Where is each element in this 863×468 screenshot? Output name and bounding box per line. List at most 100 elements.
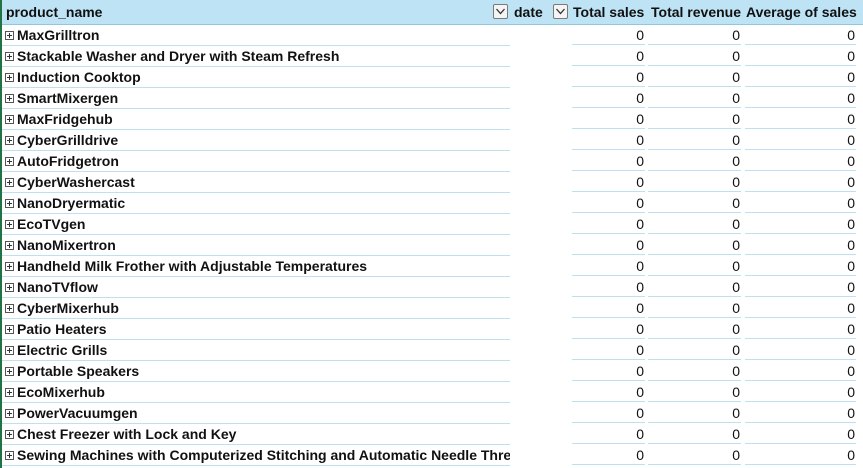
- total-sales-cell[interactable]: 0: [572, 256, 645, 276]
- total-revenue-cell[interactable]: 0: [648, 382, 741, 402]
- header-total-revenue[interactable]: Total revenue: [651, 4, 741, 20]
- total-revenue-cell[interactable]: 0: [648, 109, 741, 129]
- total-sales-cell[interactable]: 0: [572, 277, 645, 297]
- product-name-cell[interactable]: NanoMixertron: [0, 235, 510, 256]
- table-row[interactable]: EcoMixerhub 0 0 0: [0, 382, 863, 403]
- total-revenue-cell[interactable]: 0: [648, 130, 741, 150]
- expand-plus-icon[interactable]: [5, 114, 14, 124]
- date-cell[interactable]: [512, 361, 570, 381]
- date-cell[interactable]: [512, 340, 570, 360]
- average-of-sales-cell[interactable]: 0: [745, 403, 856, 423]
- expand-plus-icon[interactable]: [5, 135, 14, 145]
- average-of-sales-cell[interactable]: 0: [745, 46, 856, 66]
- date-cell[interactable]: [512, 319, 570, 339]
- expand-plus-icon[interactable]: [5, 93, 14, 103]
- table-row[interactable]: Electric Grills 0 0 0: [0, 340, 863, 361]
- average-of-sales-cell[interactable]: 0: [745, 214, 856, 234]
- expand-plus-icon[interactable]: [5, 429, 14, 439]
- total-revenue-cell[interactable]: 0: [648, 298, 741, 318]
- total-revenue-cell[interactable]: 0: [648, 256, 741, 276]
- table-row[interactable]: Handheld Milk Frother with Adjustable Te…: [0, 256, 863, 277]
- table-row[interactable]: Induction Cooktop 0 0 0: [0, 67, 863, 88]
- date-cell[interactable]: [512, 235, 570, 255]
- product-name-cell[interactable]: MaxFridgehub: [0, 109, 510, 130]
- total-revenue-cell[interactable]: 0: [648, 403, 741, 423]
- total-sales-cell[interactable]: 0: [572, 67, 645, 87]
- product-name-cell[interactable]: AutoFridgetron: [0, 151, 510, 172]
- average-of-sales-cell[interactable]: 0: [745, 361, 856, 381]
- product-name-cell[interactable]: EcoTVgen: [0, 214, 510, 235]
- date-cell[interactable]: [512, 25, 570, 45]
- header-total-sales[interactable]: Total sales: [573, 4, 645, 20]
- expand-plus-icon[interactable]: [5, 408, 14, 418]
- product-name-cell[interactable]: Patio Heaters: [0, 319, 510, 340]
- date-cell[interactable]: [512, 256, 570, 276]
- total-sales-cell[interactable]: 0: [572, 130, 645, 150]
- average-of-sales-cell[interactable]: 0: [745, 256, 856, 276]
- product-name-cell[interactable]: NanoDryermatic: [0, 193, 510, 214]
- total-sales-cell[interactable]: 0: [572, 445, 645, 465]
- table-row[interactable]: AutoFridgetron 0 0 0: [0, 151, 863, 172]
- date-cell[interactable]: [512, 298, 570, 318]
- table-row[interactable]: Patio Heaters 0 0 0: [0, 319, 863, 340]
- total-revenue-cell[interactable]: 0: [648, 214, 741, 234]
- total-revenue-cell[interactable]: 0: [648, 46, 741, 66]
- expand-plus-icon[interactable]: [5, 303, 14, 313]
- product-name-cell[interactable]: Electric Grills: [0, 340, 510, 361]
- average-of-sales-cell[interactable]: 0: [745, 130, 856, 150]
- expand-plus-icon[interactable]: [5, 324, 14, 334]
- table-row[interactable]: PowerVacuumgen 0 0 0: [0, 403, 863, 424]
- total-revenue-cell[interactable]: 0: [648, 424, 741, 444]
- average-of-sales-cell[interactable]: 0: [745, 277, 856, 297]
- product-name-cell[interactable]: Portable Speakers: [0, 361, 510, 382]
- total-sales-cell[interactable]: 0: [572, 25, 645, 45]
- average-of-sales-cell[interactable]: 0: [745, 151, 856, 171]
- total-revenue-cell[interactable]: 0: [648, 25, 741, 45]
- date-cell[interactable]: [512, 424, 570, 444]
- total-revenue-cell[interactable]: 0: [648, 88, 741, 108]
- average-of-sales-cell[interactable]: 0: [745, 25, 856, 45]
- average-of-sales-cell[interactable]: 0: [745, 298, 856, 318]
- expand-plus-icon[interactable]: [5, 156, 14, 166]
- table-row[interactable]: CyberMixerhub 0 0 0: [0, 298, 863, 319]
- total-sales-cell[interactable]: 0: [572, 235, 645, 255]
- average-of-sales-cell[interactable]: 0: [745, 424, 856, 444]
- date-cell[interactable]: [512, 445, 570, 465]
- total-revenue-cell[interactable]: 0: [648, 172, 741, 192]
- date-cell[interactable]: [512, 130, 570, 150]
- table-row[interactable]: Portable Speakers 0 0 0: [0, 361, 863, 382]
- date-cell[interactable]: [512, 403, 570, 423]
- header-product-name[interactable]: product_name: [6, 4, 103, 20]
- table-row[interactable]: Sewing Machines with Computerized Stitch…: [0, 445, 863, 466]
- expand-plus-icon[interactable]: [5, 219, 14, 229]
- table-row[interactable]: Chest Freezer with Lock and Key 0 0 0: [0, 424, 863, 445]
- product-name-cell[interactable]: NanoTVflow: [0, 277, 510, 298]
- date-cell[interactable]: [512, 151, 570, 171]
- table-row[interactable]: Stackable Washer and Dryer with Steam Re…: [0, 46, 863, 67]
- total-revenue-cell[interactable]: 0: [648, 445, 741, 465]
- table-row[interactable]: CyberWashercast 0 0 0: [0, 172, 863, 193]
- product-name-cell[interactable]: MaxGrilltron: [0, 25, 510, 46]
- expand-plus-icon[interactable]: [5, 72, 14, 82]
- total-sales-cell[interactable]: 0: [572, 424, 645, 444]
- product-name-cell[interactable]: PowerVacuumgen: [0, 403, 510, 424]
- total-sales-cell[interactable]: 0: [572, 88, 645, 108]
- total-sales-cell[interactable]: 0: [572, 298, 645, 318]
- table-row[interactable]: NanoDryermatic 0 0 0: [0, 193, 863, 214]
- total-sales-cell[interactable]: 0: [572, 109, 645, 129]
- date-cell[interactable]: [512, 67, 570, 87]
- average-of-sales-cell[interactable]: 0: [745, 172, 856, 192]
- total-sales-cell[interactable]: 0: [572, 151, 645, 171]
- expand-plus-icon[interactable]: [5, 261, 14, 271]
- total-sales-cell[interactable]: 0: [572, 361, 645, 381]
- expand-plus-icon[interactable]: [5, 51, 14, 61]
- average-of-sales-cell[interactable]: 0: [745, 445, 856, 465]
- date-cell[interactable]: [512, 214, 570, 234]
- expand-plus-icon[interactable]: [5, 198, 14, 208]
- header-average-of-sales[interactable]: Average of sales: [746, 4, 857, 20]
- expand-plus-icon[interactable]: [5, 450, 14, 460]
- total-revenue-cell[interactable]: 0: [648, 193, 741, 213]
- total-revenue-cell[interactable]: 0: [648, 361, 741, 381]
- product-name-cell[interactable]: CyberMixerhub: [0, 298, 510, 319]
- date-cell[interactable]: [512, 172, 570, 192]
